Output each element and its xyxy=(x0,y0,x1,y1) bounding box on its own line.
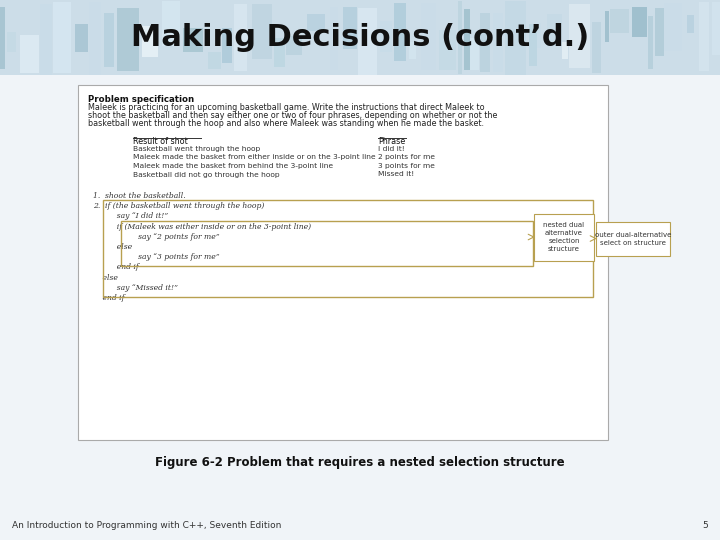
Bar xyxy=(464,9,470,70)
Text: shoot the basketball and then say either one or two of four phrases, depending o: shoot the basketball and then say either… xyxy=(88,111,498,120)
Text: Figure 6-2 Problem that requires a nested selection structure: Figure 6-2 Problem that requires a neste… xyxy=(156,456,564,469)
Bar xyxy=(121,221,533,266)
Text: Maleek is practicing for an upcoming basketball game. Write the instructions tha: Maleek is practicing for an upcoming bas… xyxy=(88,103,485,112)
Bar xyxy=(117,8,139,71)
Bar xyxy=(562,42,569,59)
Text: 3 points for me: 3 points for me xyxy=(378,163,435,169)
Text: say “Missed it!”: say “Missed it!” xyxy=(93,284,178,292)
Text: I did it!: I did it! xyxy=(378,146,405,152)
Text: nested dual
alternative
selection
structure: nested dual alternative selection struct… xyxy=(544,222,585,252)
Bar xyxy=(53,2,71,73)
Bar xyxy=(493,14,503,72)
FancyBboxPatch shape xyxy=(596,221,670,255)
Bar xyxy=(183,29,202,52)
Text: An Introduction to Programming with C++, Seventh Edition: An Introduction to Programming with C++,… xyxy=(12,521,282,530)
Bar xyxy=(648,16,653,69)
Text: Maleek made the basket from either inside or on the 3-point line: Maleek made the basket from either insid… xyxy=(133,154,376,160)
Text: Phrase: Phrase xyxy=(378,137,405,146)
Bar xyxy=(505,1,526,75)
Bar xyxy=(688,15,693,33)
Bar xyxy=(89,2,102,75)
Text: 2 points for me: 2 points for me xyxy=(378,154,435,160)
Bar xyxy=(343,6,357,49)
Bar xyxy=(330,6,338,71)
Bar xyxy=(252,4,271,59)
Bar xyxy=(699,2,708,71)
Bar xyxy=(0,8,5,69)
Bar xyxy=(162,2,179,46)
Bar xyxy=(359,8,377,75)
Bar xyxy=(569,4,590,68)
Text: Making Decisions (cont’d.): Making Decisions (cont’d.) xyxy=(131,23,589,52)
Bar xyxy=(593,22,600,73)
Bar xyxy=(207,52,221,70)
Bar xyxy=(75,24,88,52)
Bar xyxy=(605,11,609,42)
Bar xyxy=(439,30,456,70)
FancyBboxPatch shape xyxy=(78,85,608,440)
Text: Basketball went through the hoop: Basketball went through the hoop xyxy=(133,146,260,152)
Bar xyxy=(103,200,593,297)
FancyBboxPatch shape xyxy=(534,213,594,260)
Bar xyxy=(104,13,114,68)
Text: say “3 points for me”: say “3 points for me” xyxy=(93,253,220,261)
Text: end if: end if xyxy=(93,294,125,302)
Bar xyxy=(7,32,16,52)
Bar xyxy=(307,14,325,31)
Text: Missed it!: Missed it! xyxy=(378,172,414,178)
Text: 2.  if (the basketball went through the hoop): 2. if (the basketball went through the h… xyxy=(93,202,264,210)
Bar xyxy=(234,4,247,71)
Text: 5: 5 xyxy=(702,521,708,530)
Bar xyxy=(611,9,629,32)
Text: end if: end if xyxy=(93,264,139,272)
Text: Maleek made the basket from behind the 3-point line: Maleek made the basket from behind the 3… xyxy=(133,163,333,169)
Bar xyxy=(654,8,664,56)
Bar xyxy=(420,3,436,70)
Text: else: else xyxy=(93,243,132,251)
Text: if (Maleek was either inside or on the 3-point line): if (Maleek was either inside or on the 3… xyxy=(93,222,311,231)
Text: Result of shot: Result of shot xyxy=(133,137,188,146)
Text: Problem specification: Problem specification xyxy=(88,95,194,104)
Bar xyxy=(528,24,537,66)
Bar xyxy=(286,36,302,55)
Bar xyxy=(470,38,479,70)
Bar xyxy=(712,2,720,55)
Text: else: else xyxy=(93,274,118,281)
Bar xyxy=(480,13,490,72)
Bar xyxy=(143,26,158,57)
Bar xyxy=(20,35,38,72)
Bar xyxy=(222,29,233,63)
Bar xyxy=(409,42,416,59)
Bar xyxy=(458,1,462,74)
Text: 1.  shoot the basketball.: 1. shoot the basketball. xyxy=(93,192,186,200)
Bar xyxy=(0,0,720,75)
Text: say “2 points for me”: say “2 points for me” xyxy=(93,233,220,241)
Bar xyxy=(394,3,405,61)
Bar xyxy=(379,21,392,52)
Bar xyxy=(274,38,285,67)
Bar xyxy=(664,3,682,51)
Text: basketball went through the hoop and also where Maleek was standing when he made: basketball went through the hoop and als… xyxy=(88,119,484,128)
Bar xyxy=(40,4,52,75)
Text: Basketball did not go through the hoop: Basketball did not go through the hoop xyxy=(133,172,279,178)
Text: say “I did it!”: say “I did it!” xyxy=(93,212,168,220)
Text: outer dual-alternative
select on structure: outer dual-alternative select on structu… xyxy=(595,232,671,246)
Bar xyxy=(631,7,647,37)
Bar xyxy=(547,14,562,46)
Bar xyxy=(537,23,541,49)
